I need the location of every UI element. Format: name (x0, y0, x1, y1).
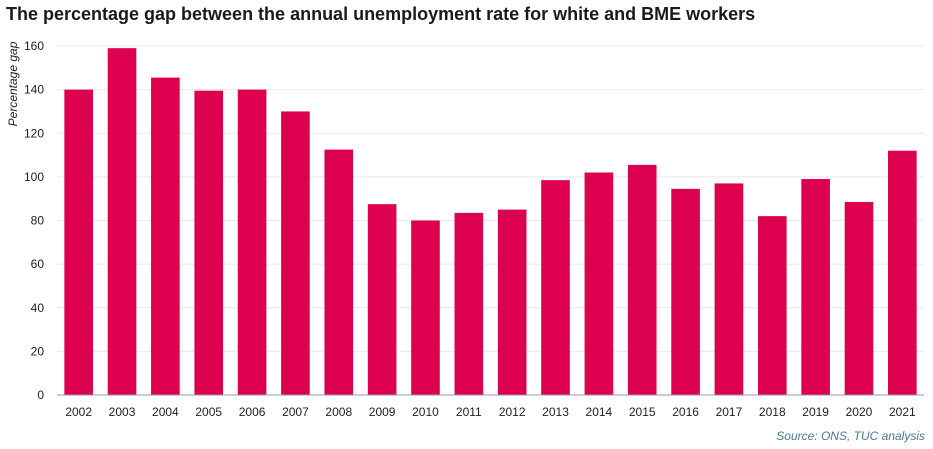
bar-2011 (454, 212, 484, 395)
y-tick-label: 60 (31, 257, 45, 271)
x-tick-label: 2008 (325, 405, 352, 419)
x-tick-label: 2019 (802, 405, 829, 419)
x-tick-label: 2010 (412, 405, 439, 419)
bar-2019 (801, 179, 830, 395)
y-axis-label: Percentage gap (6, 41, 20, 126)
y-tick-label: 160 (24, 39, 44, 53)
x-tick-label: 2015 (629, 405, 656, 419)
x-tick-label: 2013 (542, 405, 569, 419)
bar-2014 (584, 172, 614, 395)
y-tick-label: 20 (31, 344, 45, 358)
bar-2010 (411, 220, 440, 395)
bar-2012 (497, 209, 527, 395)
y-tick-label: 100 (24, 170, 44, 184)
bar-2003 (107, 48, 137, 396)
bar-2016 (671, 188, 700, 395)
bar-2020 (844, 201, 874, 395)
y-tick-label: 0 (37, 388, 44, 402)
bar-2006 (237, 89, 267, 395)
gridlines (57, 45, 924, 352)
x-tick-label: 2007 (282, 405, 309, 419)
bar-2021 (888, 150, 917, 395)
y-tick-label: 120 (24, 126, 44, 140)
x-tick-label: 2018 (759, 405, 786, 419)
bar-2017 (714, 183, 744, 395)
x-tick-label: 2014 (586, 405, 613, 419)
bar-2007 (281, 111, 310, 395)
x-tick-label: 2021 (889, 405, 916, 419)
axes: 0 20 40 60 80 100 120 140 160 2002 2003 2004 2005 200… (24, 39, 924, 419)
bars (64, 48, 917, 396)
bar-2013 (541, 180, 570, 395)
x-tick-label: 2020 (846, 405, 873, 419)
source-note: Source: ONS, TUC analysis (776, 429, 925, 443)
bar-2005 (194, 90, 224, 395)
x-tick-label: 2012 (499, 405, 526, 419)
x-tick-label: 2017 (716, 405, 743, 419)
y-tick-label: 80 (31, 214, 45, 228)
bar-2015 (627, 164, 657, 395)
x-tick-label: 2016 (672, 405, 699, 419)
bar-2004 (151, 77, 180, 396)
bar-2009 (367, 204, 397, 395)
bar-2002 (64, 89, 93, 395)
bar-2008 (324, 149, 354, 395)
x-tick-label: 2002 (65, 405, 92, 419)
x-tick-label: 2003 (109, 405, 136, 419)
y-tick-label: 40 (31, 301, 45, 315)
x-tick-label: 2006 (239, 405, 266, 419)
bar-2018 (757, 216, 787, 395)
x-tick-label: 2004 (152, 405, 179, 419)
x-tick-label: 2009 (369, 405, 396, 419)
x-tick-label: 2011 (456, 405, 482, 419)
y-tick-label: 140 (24, 83, 44, 97)
x-tick-label: 2005 (195, 405, 222, 419)
chart-title: The percentage gap between the annual un… (6, 4, 756, 24)
